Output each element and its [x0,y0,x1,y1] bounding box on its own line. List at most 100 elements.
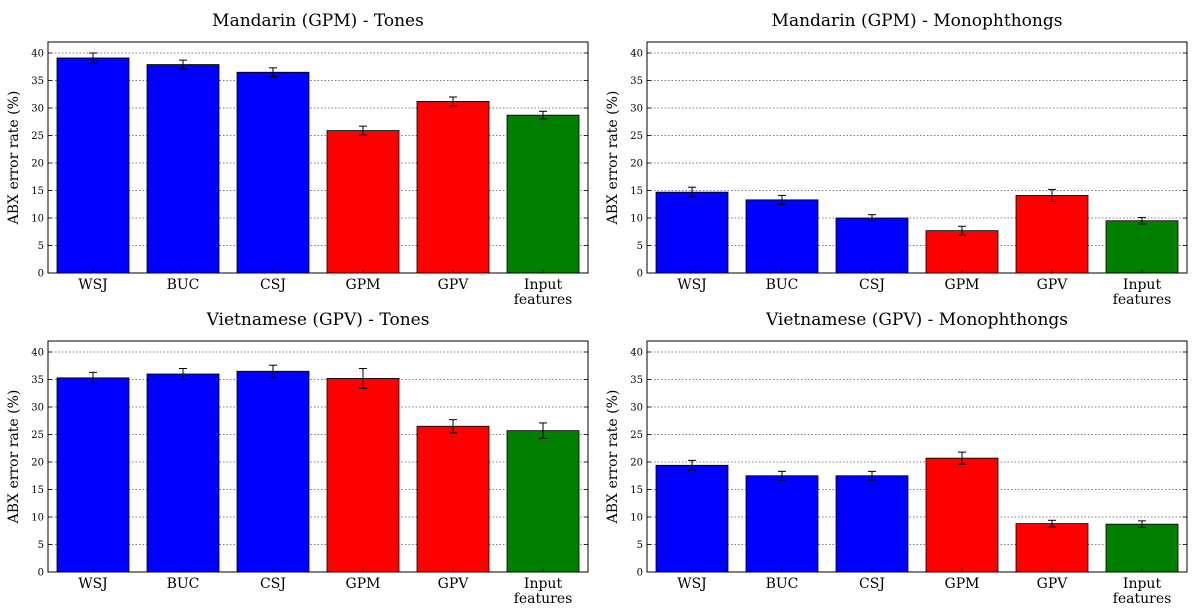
x-tick-label: features [1113,591,1172,603]
x-tick-label: Input [524,277,563,293]
x-tick-label: features [514,292,573,308]
bar-input-features [1105,220,1179,274]
x-tick-label: BUC [766,576,799,592]
y-tick-label: 40 [630,348,643,359]
y-tick-label: 10 [630,513,643,524]
y-tick-label: 20 [31,159,44,170]
x-tick-label: WSJ [78,277,108,293]
chart-title: Vietnamese (GPV) - Tones [206,310,430,330]
x-tick-label: GPM [945,277,980,293]
x-tick-label: Input [1123,576,1162,592]
x-tick-label: Input [1123,277,1162,293]
x-tick-label: features [1113,292,1172,308]
y-tick-label: 5 [637,540,643,551]
x-tick-label: GPV [438,576,470,592]
y-tick-label: 10 [31,214,44,225]
bar-gpm [925,457,999,573]
x-tick-label: CSJ [260,576,286,592]
bar-gpv [416,425,490,573]
bar-gpm [326,130,400,274]
x-tick-label: GPM [346,576,381,592]
chart-title: Vietnamese (GPV) - Monophthongs [765,310,1068,330]
bar-gpv [1015,195,1089,274]
y-tick-label: 35 [31,76,44,87]
bar-wsj [56,57,130,274]
y-axis-label: ABX error rate (%) [605,91,621,226]
y-tick-label: 5 [38,241,44,252]
y-tick-label: 35 [630,375,643,386]
y-tick-label: 20 [630,159,643,170]
y-tick-label: 35 [31,375,44,386]
x-tick-label: GPM [945,576,980,592]
y-tick-label: 5 [637,241,643,252]
bar-csj [236,370,310,573]
y-tick-label: 25 [31,131,44,142]
y-tick-label: 25 [630,131,643,142]
y-tick-label: 0 [637,269,643,280]
y-tick-label: 0 [38,568,44,579]
bar-buc [146,64,220,274]
y-tick-label: 25 [630,430,643,441]
y-tick-label: 15 [31,485,44,496]
bar-gpm [326,377,400,573]
plot-frame [646,340,1188,573]
bar-csj [236,71,310,274]
bar-gpv [416,101,490,274]
y-tick-label: 30 [630,403,643,414]
bar-csj [835,217,909,274]
x-tick-label: GPM [346,277,381,293]
y-tick-label: 10 [630,214,643,225]
chart-panel-3: 0 5 10 15 20 25 30 35 40 WSJ BUC CSJ GPM GPV Inputfeat… [6,310,589,607]
y-tick-label: 15 [630,485,643,496]
y-tick-label: 20 [630,458,643,469]
y-tick-label: 30 [31,403,44,414]
x-tick-label: GPV [438,277,470,293]
bar-gpm [925,230,999,274]
y-axis-label: ABX error rate (%) [6,390,22,525]
y-tick-label: 25 [31,430,44,441]
y-tick-label: 0 [637,568,643,579]
bar-input-features [506,430,580,573]
y-tick-label: 5 [38,540,44,551]
y-tick-label: 35 [630,76,643,87]
bar-buc [745,199,819,274]
y-tick-label: 10 [31,513,44,524]
y-tick-label: 0 [38,269,44,280]
x-tick-label: features [514,591,573,603]
chart-title: Mandarin (GPM) - Tones [212,11,424,31]
x-tick-label: WSJ [677,576,707,592]
y-tick-label: 15 [630,186,643,197]
y-axis-label: ABX error rate (%) [6,91,22,226]
y-tick-label: 30 [31,104,44,115]
y-tick-label: 40 [31,348,44,359]
bar-buc [146,373,220,573]
y-tick-label: 40 [630,49,643,60]
x-tick-label: WSJ [677,277,707,293]
y-tick-label: 30 [630,104,643,115]
x-tick-label: BUC [766,277,799,293]
y-axis-label: ABX error rate (%) [605,390,621,525]
plot-frame [646,41,1188,274]
plot-frame [47,41,589,274]
bar-buc [745,475,819,573]
x-tick-label: GPV [1037,576,1069,592]
bar-input-features [1105,523,1179,573]
plot-frame [47,340,589,573]
x-tick-label: BUC [167,277,200,293]
bar-wsj [56,377,130,573]
x-tick-label: Input [524,576,563,592]
bar-gpv [1015,523,1089,573]
chart-panel-1: 0 5 10 15 20 25 30 35 40 WSJ BUC CSJ GPM GPV Inputfeat… [6,11,589,308]
x-tick-label: BUC [167,576,200,592]
bar-csj [835,475,909,573]
chart-title: Mandarin (GPM) - Monophthongs [772,11,1063,31]
x-tick-label: CSJ [260,277,286,293]
chart-panel-2: 0 5 10 15 20 25 30 35 40 WSJ BUC CSJ GPM GPV Inputfeat… [605,11,1188,308]
y-tick-label: 40 [31,49,44,60]
x-tick-label: CSJ [859,277,885,293]
x-tick-label: CSJ [859,576,885,592]
y-tick-label: 15 [31,186,44,197]
bar-wsj [655,464,729,573]
